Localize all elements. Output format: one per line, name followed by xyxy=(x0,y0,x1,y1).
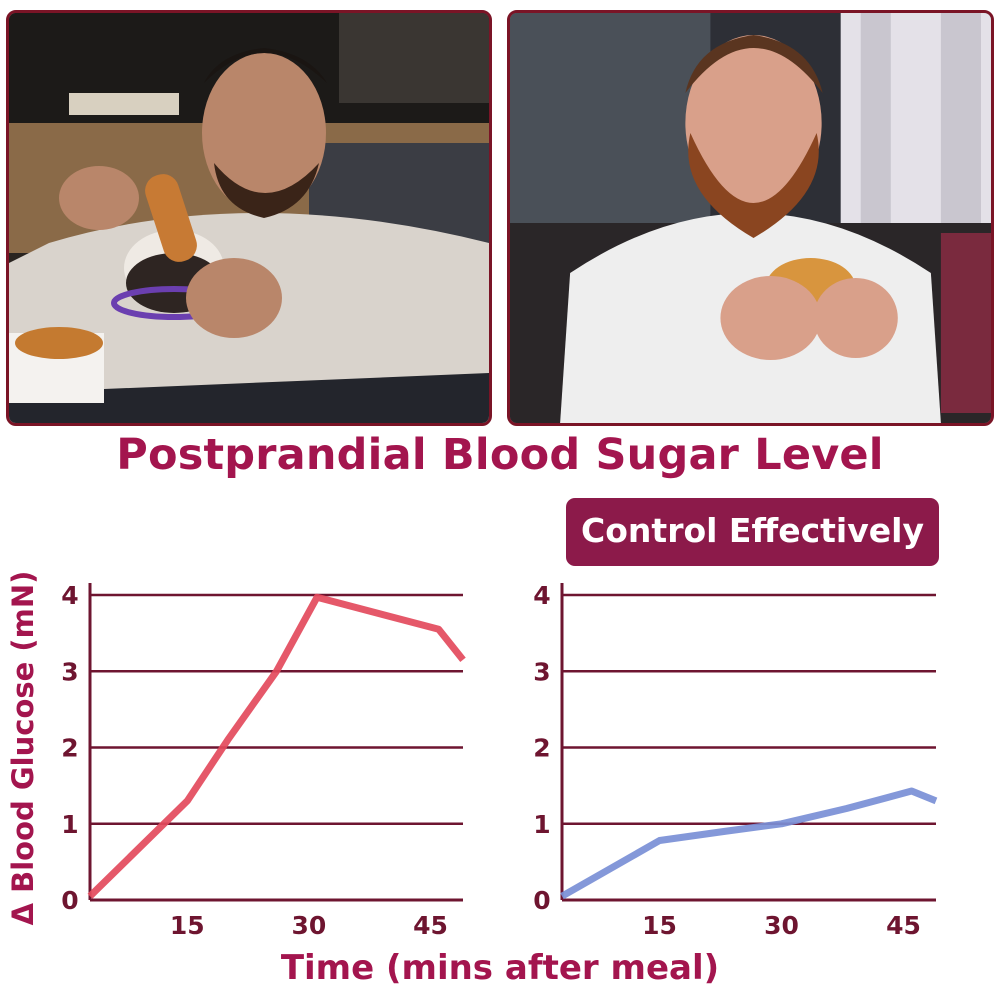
chart-0-series-0-line xyxy=(87,593,466,899)
chart-0-x-tick-label-30: 30 xyxy=(292,911,327,940)
chart-0-y-tick-label-4: 4 xyxy=(61,581,78,610)
chart-1-y-tick-label-3: 3 xyxy=(533,657,550,686)
chart-1-y-tick-label-0: 0 xyxy=(533,886,550,915)
chart-0-y-tick-label-3: 3 xyxy=(61,657,78,686)
chart-0-y-tick-label-2: 2 xyxy=(61,734,78,763)
chart-0-x-tick-label-15: 15 xyxy=(170,911,205,940)
chart-0-y-tick-label-0: 0 xyxy=(61,886,78,915)
control-effectively-badge: Control Effectively xyxy=(566,498,939,566)
chart-1-x-tick-label-45: 45 xyxy=(886,911,921,940)
page-title: Postprandial Blood Sugar Level xyxy=(116,430,884,480)
chart-1-y-tick-label-4: 4 xyxy=(533,581,550,610)
chart-0-y-tick-label-1: 1 xyxy=(61,810,78,839)
chart-1-x-tick-label-15: 15 xyxy=(642,911,677,940)
chart-1-y-tick-label-2: 2 xyxy=(533,734,550,763)
chart-1-x-tick-label-30: 30 xyxy=(764,911,799,940)
photo-man-eating-cake xyxy=(6,10,492,426)
x-axis-title: Time (mins after meal) xyxy=(280,948,720,988)
chart-1-y-tick-label-1: 1 xyxy=(533,810,550,839)
chart-0-x-tick-label-45: 45 xyxy=(413,911,448,940)
photo-bearded-man-eating xyxy=(507,10,994,426)
chart-1-series-0-line xyxy=(560,787,938,900)
